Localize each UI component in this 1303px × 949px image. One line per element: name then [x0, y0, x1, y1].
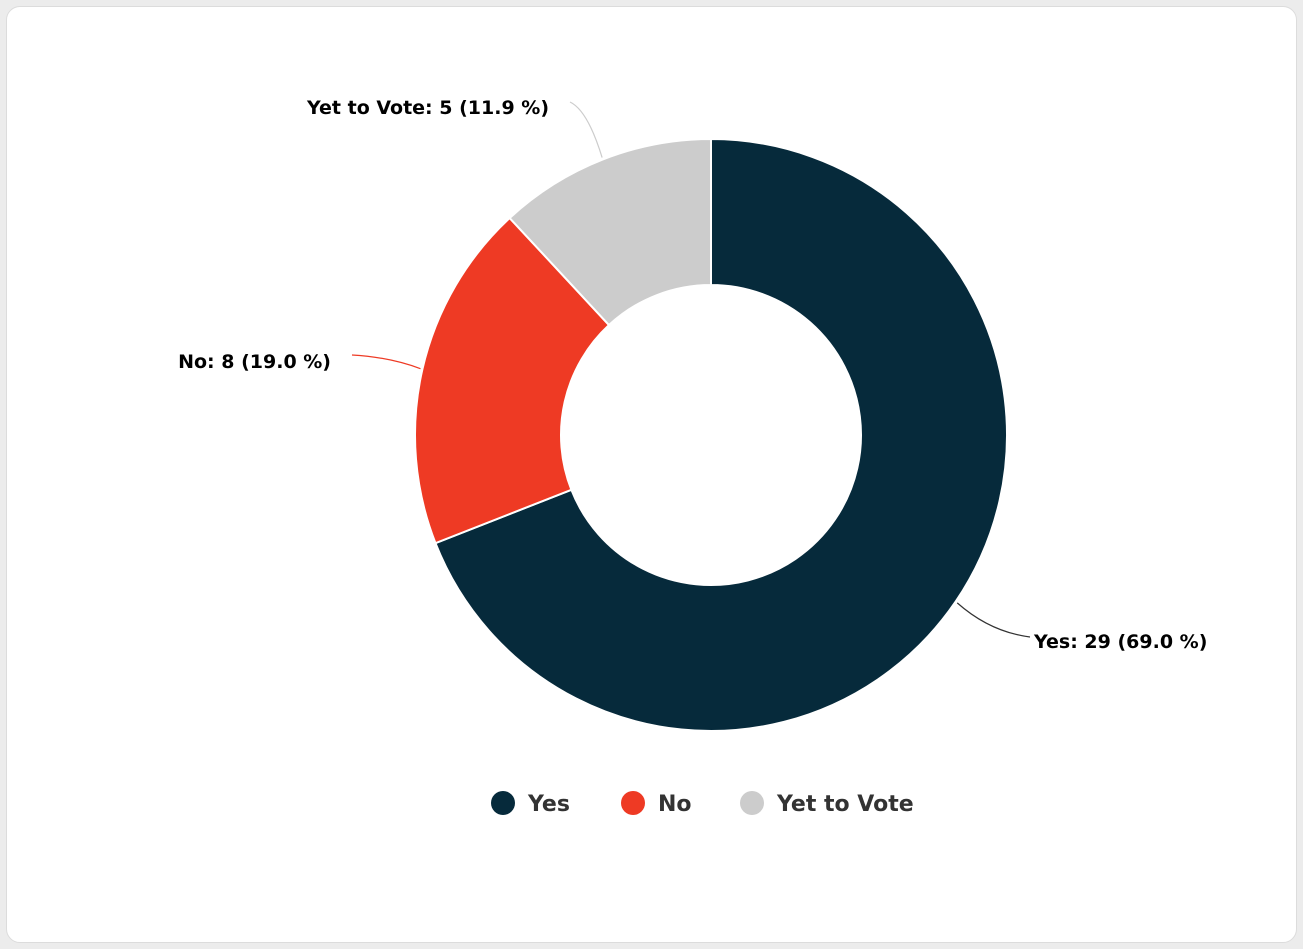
connector-yes	[956, 602, 1031, 638]
slice-yes[interactable]	[434, 137, 1008, 732]
legend-label-yet-to-vote: Yet to Vote	[776, 792, 914, 817]
slices-group	[414, 137, 1008, 732]
connector-no	[351, 354, 421, 370]
legend-marker-yes	[491, 791, 515, 815]
label-connectors	[351, 101, 1031, 638]
legend-label-yes: Yes	[527, 792, 570, 817]
slice-yet-to-vote[interactable]	[508, 137, 712, 327]
data-label-yet-to-vote: Yet to Vote: 5 (11.9 %)	[306, 97, 549, 119]
legend-marker-yet-to-vote	[740, 791, 764, 815]
legend: Yes No Yet to Vote	[491, 791, 914, 817]
legend-item-no[interactable]: No	[621, 791, 692, 817]
legend-marker-no	[621, 791, 645, 815]
data-label-no: No: 8 (19.0 %)	[178, 351, 331, 373]
connector-yet-to-vote	[569, 101, 603, 158]
data-label-yes: Yes: 29 (69.0 %)	[1033, 631, 1207, 653]
slice-no[interactable]	[414, 216, 611, 545]
data-labels: Yes: 29 (69.0 %) No: 8 (19.0 %) Yet to V…	[178, 97, 1207, 653]
legend-item-yet-to-vote[interactable]: Yet to Vote	[740, 791, 914, 817]
legend-item-yes[interactable]: Yes	[491, 791, 570, 817]
legend-label-no: No	[658, 792, 692, 817]
